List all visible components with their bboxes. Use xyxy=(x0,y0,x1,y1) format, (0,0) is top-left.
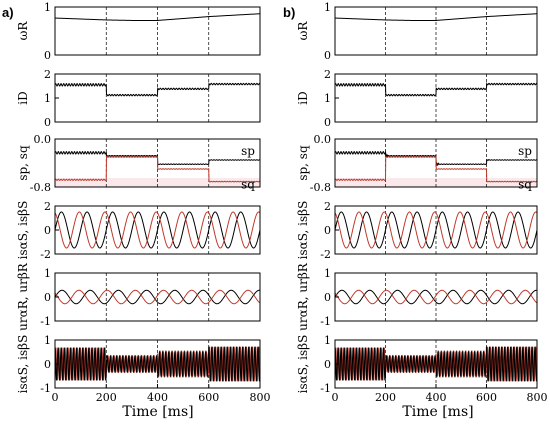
y-tick-label: 0 xyxy=(44,49,51,62)
y-tick-label: 0.0 xyxy=(34,133,52,146)
series-line-isaS_isbS_top-red xyxy=(54,211,261,249)
x-tick-label: 400 xyxy=(426,391,447,404)
y-tick-label: -0.8 xyxy=(30,181,51,194)
series-line-omega xyxy=(54,13,261,21)
y-axis-label-uraR_urbR: urαR, urβR xyxy=(296,262,310,331)
shaded-band xyxy=(335,178,537,187)
y-tick-label: 0 xyxy=(324,358,331,371)
x-axis-label-a: Time [ms] xyxy=(122,404,193,420)
subplot-uraR_urbR-b: -1 0 1 urαR, urβR xyxy=(296,262,538,331)
y-tick-label: 2 xyxy=(44,68,51,81)
x-tick-label: 0 xyxy=(332,391,339,404)
x-tick-label: 200 xyxy=(96,391,117,404)
subplot-isaS_isbS_top-a: -2 0 2 isαS, isβS xyxy=(16,200,261,261)
y-tick-label: 0 xyxy=(324,224,331,237)
y-tick-label: 0 xyxy=(44,358,51,371)
series-line-iD xyxy=(54,82,261,97)
series-line-isaS_isbS_top-red xyxy=(334,211,538,249)
y-tick-label: 1 xyxy=(44,1,51,14)
y-axis-label-isaS_isbS_top: isαS, isβS xyxy=(296,201,310,260)
y-tick-label: 0 xyxy=(324,291,331,304)
series-line-uraR_urbR-red xyxy=(334,289,538,305)
y-axis-label-omega: ωR xyxy=(16,21,30,41)
series-line-isaS_isbS_top-black xyxy=(54,211,261,249)
legend-label-sp: sp xyxy=(241,144,255,158)
subplot-iD-a: 0 1 2 iD xyxy=(16,68,261,129)
subplot-frame xyxy=(334,6,538,56)
y-tick-label: 1 xyxy=(324,92,331,105)
y-tick-label: 2 xyxy=(324,200,331,213)
series-line-omega xyxy=(334,13,538,21)
series-line-sp xyxy=(54,150,261,166)
y-tick-label: -2 xyxy=(40,248,51,261)
y-axis-label-sp_sq: sp, sq xyxy=(16,145,30,181)
y-axis-label-sp_sq: sp, sq xyxy=(296,145,310,181)
y-tick-label: 1 xyxy=(324,267,331,280)
y-tick-label: 0 xyxy=(44,224,51,237)
subplot-iD-b: 0 1 2 iD xyxy=(296,68,538,129)
legend-label-sp: sp xyxy=(518,144,532,158)
y-tick-label: 0 xyxy=(324,49,331,62)
series-line-isaS_isbS_top-black xyxy=(334,211,538,249)
y-tick-label: 1 xyxy=(44,267,51,280)
subplot-frame xyxy=(334,138,538,188)
x-axis-label-b: Time [ms] xyxy=(402,404,473,420)
subplot-sp_sq-a: -0.8 0.0 sp sq sp, sq xyxy=(16,133,261,194)
y-tick-label: 0 xyxy=(324,116,331,129)
y-tick-label: -1 xyxy=(40,315,51,328)
shaded-band xyxy=(55,178,260,187)
panel-b: 0 1 ωR 0 1 2 iD -0.8 0.0 sp sq sp, sq -2 0 2 isαS, isβS… xyxy=(296,1,548,404)
subplot-frame xyxy=(54,138,261,188)
y-tick-label: -2 xyxy=(320,248,331,261)
y-tick-label: 1 xyxy=(324,1,331,14)
x-tick-label: 600 xyxy=(198,391,219,404)
y-tick-label: 2 xyxy=(44,200,51,213)
panel-a: 0 1 ωR 0 1 2 iD -0.8 0.0 sp sq sp, sq -2 0 2 isαS, isβS… xyxy=(16,1,271,404)
y-tick-label: 1 xyxy=(44,92,51,105)
y-tick-label: 0 xyxy=(44,116,51,129)
series-line-uraR_urbR-red xyxy=(54,289,261,305)
x-tick-label: 800 xyxy=(250,391,271,404)
series-fill-isaS_isbS_bottom-black xyxy=(334,346,538,382)
subplot-isaS_isbS_bottom-b: -1 0 1 isαS, isβS xyxy=(296,334,538,395)
series-fill-isaS_isbS_bottom-black xyxy=(54,346,261,382)
panel-label-a: a) xyxy=(2,5,14,20)
panel-label-b: b) xyxy=(283,5,295,20)
y-axis-label-isaS_isbS_bottom: isαS, isβS xyxy=(296,335,310,394)
series-line-sq xyxy=(334,155,538,183)
y-axis-label-isaS_isbS_bottom: isαS, isβS xyxy=(16,335,30,394)
series-line-sq xyxy=(54,155,261,183)
y-tick-label: -0.8 xyxy=(310,181,331,194)
subplot-omega-a: 0 1 ωR xyxy=(16,1,261,62)
subplot-isaS_isbS_bottom-a: -1 0 1 isαS, isβS xyxy=(16,334,261,395)
y-tick-label: 1 xyxy=(324,334,331,347)
y-axis-label-iD: iD xyxy=(16,91,30,104)
y-axis-label-omega: ωR xyxy=(296,21,310,41)
subplot-sp_sq-b: -0.8 0.0 sp sq sp, sq xyxy=(296,133,538,194)
y-tick-label: 0.0 xyxy=(314,133,332,146)
y-tick-label: 1 xyxy=(44,334,51,347)
y-axis-label-uraR_urbR: urαR, urβR xyxy=(16,262,30,331)
x-tick-label: 200 xyxy=(375,391,396,404)
y-axis-label-iD: iD xyxy=(296,91,310,104)
x-tick-label: 600 xyxy=(476,391,497,404)
legend-label-sq: sq xyxy=(518,178,532,192)
legend-label-sq: sq xyxy=(241,178,255,192)
subplot-omega-b: 0 1 ωR xyxy=(296,1,538,62)
series-line-iD xyxy=(334,82,538,97)
x-tick-label: 400 xyxy=(147,391,168,404)
y-axis-label-isaS_isbS_top: isαS, isβS xyxy=(16,201,30,260)
y-tick-label: 0 xyxy=(44,291,51,304)
y-tick-label: -1 xyxy=(320,382,331,395)
y-tick-label: 2 xyxy=(324,68,331,81)
series-line-sp xyxy=(334,150,538,166)
subplot-uraR_urbR-a: -1 0 1 urαR, urβR xyxy=(16,262,261,331)
x-tick-label: 0 xyxy=(52,391,59,404)
subplot-isaS_isbS_top-b: -2 0 2 isαS, isβS xyxy=(296,200,538,261)
y-tick-label: -1 xyxy=(320,315,331,328)
subplot-frame xyxy=(54,6,261,56)
y-tick-label: -1 xyxy=(40,382,51,395)
x-tick-label: 800 xyxy=(527,391,548,404)
